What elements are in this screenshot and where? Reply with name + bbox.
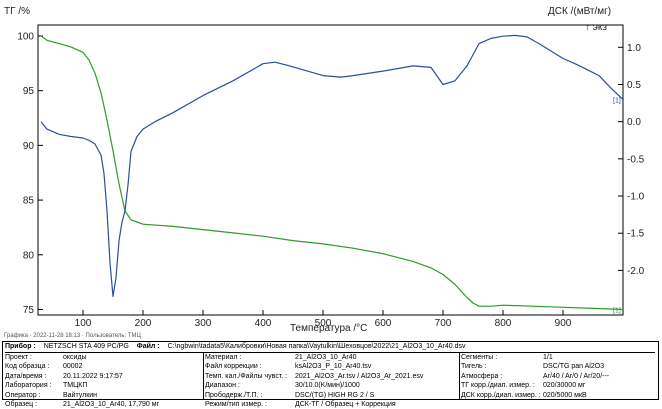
meta-key: Дата/время : — [5, 372, 47, 380]
meta-key: Образец : — [5, 400, 38, 408]
x-tick-label: 200 — [135, 318, 152, 329]
x-tick-label: 900 — [555, 318, 572, 329]
meta-key: Файл коррекции : — [205, 363, 262, 371]
meta-value: ksAl2O3_P_10_Ar40.tsv — [295, 363, 372, 371]
right-tick-label: 1.0 — [627, 43, 641, 54]
status-line: Графика · 2022-11-28 18:13 · Пользовател… — [4, 333, 141, 339]
meta-row: Тигель : DSC/TG pan Al2O3 — [459, 362, 658, 371]
x-tick-label: 500 — [315, 318, 332, 329]
meta-key: Тигель : — [461, 363, 487, 371]
x-tick-label: 800 — [495, 318, 512, 329]
left-tick-label: 85 — [23, 196, 35, 207]
meta-row: Проект : оксиды — [3, 353, 203, 362]
metadata-table: Прибор : NETZSCH STA 409 PC/PG Файл : C:… — [2, 341, 659, 408]
metadata-column-2: Материал : 21_Al2O3_10_Ar40 Файл коррекци… — [203, 353, 460, 408]
meta-row: Файл коррекции : ksAl2O3_P_10_Ar40.tsv — [203, 362, 459, 371]
right-tick-label: -2.0 — [627, 266, 645, 277]
meta-row: Образец : 21_Al2O3_10_Ar40, 17,790 мг — [3, 400, 203, 409]
dsc-end-label: [1] — [613, 97, 621, 104]
file-label: Файл : — [136, 343, 160, 350]
left-tick-label: 100 — [17, 31, 34, 42]
meta-key: Темп. кал./Файлы чувст. : — [205, 372, 288, 380]
file-value: C:\ngbwin\tadata5\Калибровки\Новая папка… — [167, 343, 466, 350]
meta-row: Материал : 21_Al2O3_10_Ar40 — [203, 353, 459, 362]
meta-key: Материал : — [205, 354, 242, 361]
right-axis-label: ДСК /(мВт/мг) — [548, 6, 611, 17]
metadata-header-row: Прибор : NETZSCH STA 409 PC/PG Файл : C:… — [5, 342, 655, 353]
dsc-curve — [40, 34, 624, 297]
left-tick-label: 75 — [23, 305, 35, 316]
right-tick-label: -1.5 — [627, 229, 645, 240]
meta-row: Код образца : 00002 — [3, 362, 203, 371]
meta-value: 30/10.0(K/мин)/1000 — [295, 382, 360, 390]
plot-frame — [37, 24, 624, 316]
instrument-label: Прибор : — [5, 343, 36, 350]
meta-value: 21_Al2O3_10_Ar40 — [295, 354, 357, 361]
meta-key: Диапазон : — [205, 382, 240, 390]
meta-key: ТГ корр./диап. измер. : — [461, 382, 535, 390]
x-tick-label: 300 — [195, 318, 212, 329]
meta-key: Режим/тип измер. : — [205, 400, 267, 408]
tg-curve — [40, 35, 624, 311]
left-axis-label: ТГ /% — [4, 6, 30, 17]
meta-row: Лаборатория : ТМЦКП — [3, 381, 203, 390]
meta-row: Режим/тип измер. : ДСК-ТГ / Образец + Кор… — [203, 400, 459, 409]
meta-value: 00002 — [63, 363, 83, 371]
right-tick-label: 0.0 — [627, 117, 641, 128]
metadata-column-1: Проект : оксиды Код образца : 00002 Дата/в… — [3, 353, 204, 408]
right-tick-label: -1.0 — [627, 192, 645, 203]
meta-row: Дата/время : 20.11.2022 9:17:57 — [3, 372, 203, 381]
metadata-column-3: Сегменты : 1/1 Тигель : DSC/TG pan Al2O3 А… — [459, 353, 658, 399]
dsc-tg-chart: 100 200 300 400 500 600 700 800 900 100 95 90 85 80 7… — [4, 6, 645, 334]
meta-row: Атмосфера : Ar/40 / Ar/0 / Ar/20/--- — [459, 372, 658, 381]
x-tick-label: 400 — [255, 318, 272, 329]
x-tick-label: 700 — [435, 318, 452, 329]
meta-value: 20.11.2022 9:17:57 — [63, 372, 123, 380]
meta-row: Диапазон : 30/10.0(K/мин)/1000 — [203, 381, 459, 390]
x-tick-label: 600 — [375, 318, 392, 329]
x-tick-label: 100 — [75, 318, 92, 329]
series-layer: [1] [1] — [40, 34, 624, 315]
meta-row: ТГ корр./диап. измер. : 020/30000 мг — [459, 381, 658, 390]
left-axis-ticks: 100 95 90 85 80 75 — [17, 31, 43, 316]
meta-row: ДСК корр./диап. измер. :020/5000 мкВ — [459, 391, 658, 400]
meta-value: 020/5000 мкВ — [543, 391, 587, 399]
meta-key: Код образца : — [5, 363, 50, 371]
meta-key: Сегменты : — [461, 354, 498, 361]
right-axis-ticks: 1.0 0.5 0.0 -0.5 -1.0 -1.5 -2.0 — [618, 43, 645, 277]
left-tick-label: 80 — [23, 250, 35, 261]
tg-end-label: [1] — [613, 308, 621, 315]
x-axis-label: Температура /°C — [290, 323, 367, 334]
left-tick-label: 95 — [23, 86, 35, 97]
meta-value: DSC/TG pan Al2O3 — [543, 363, 605, 371]
meta-value: оксиды — [63, 354, 87, 361]
meta-row: Сегменты : 1/1 — [459, 353, 658, 362]
meta-row: Прободерж./Т.П. : DSC/(TG) HIGH RG 2 / S — [203, 391, 459, 400]
meta-value: ДСК-ТГ / Образец + Коррекция — [295, 400, 396, 408]
exo-direction-note: ↑ экз — [585, 22, 607, 33]
meta-key: Атмосфера : — [461, 372, 503, 380]
right-tick-label: 0.5 — [627, 80, 641, 91]
meta-value: 2021_Al2O3_Ar.tsv / Al2O3_Ar_2021.esv — [295, 372, 424, 380]
x-axis-ticks: 100 200 300 400 500 600 700 800 900 — [75, 310, 572, 329]
meta-value: 21_Al2O3_10_Ar40, 17,790 мг — [63, 400, 160, 408]
left-tick-label: 90 — [23, 141, 35, 152]
meta-row: Темп. кал./Файлы чувст. : 2021_Al2O3_Ar.t… — [203, 372, 459, 381]
meta-value: DSC/(TG) HIGH RG 2 / S — [295, 391, 375, 399]
meta-key: Прободерж./Т.П. : — [205, 391, 263, 399]
instrument-value: NETZSCH STA 409 PC/PG — [43, 343, 129, 350]
meta-value: ТМЦКП — [63, 382, 88, 390]
meta-value: 1/1 — [543, 354, 553, 361]
meta-key: Проект : — [5, 354, 32, 361]
meta-row: Оператор : Вайтулкин — [3, 391, 203, 400]
meta-key: Лаборатория : — [5, 382, 52, 390]
meta-key: ДСК корр./диап. измер. : — [461, 391, 541, 399]
right-tick-label: -0.5 — [627, 154, 645, 165]
meta-value: Вайтулкин — [63, 391, 98, 399]
meta-key: Оператор : — [5, 391, 41, 399]
meta-value: 020/30000 мг — [543, 382, 586, 390]
meta-value: Ar/40 / Ar/0 / Ar/20/--- — [543, 372, 610, 380]
